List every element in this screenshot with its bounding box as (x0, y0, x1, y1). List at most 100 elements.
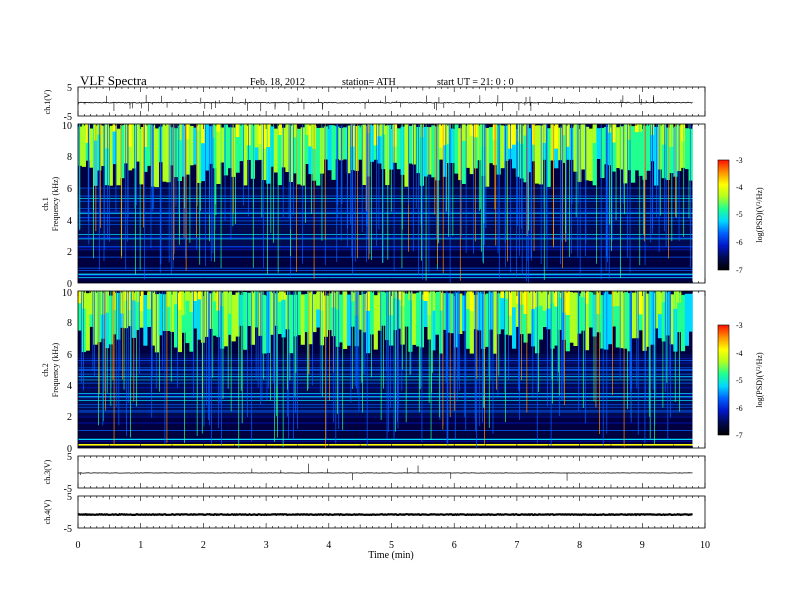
spectrogram-cell (665, 127, 670, 180)
spectrogram-cell (343, 127, 348, 160)
spectrogram-cell (561, 294, 567, 340)
spectrogram-cell (223, 291, 229, 347)
spectrogram-cell (462, 124, 467, 141)
spectrogram-cell (442, 126, 447, 177)
spectrogram-cell (262, 294, 267, 354)
ch1-colorbar-label: log(PSD)(V²/Hz) (755, 187, 764, 243)
spectrogram-cell (623, 292, 628, 349)
spectrogram-cell (669, 294, 674, 345)
spectrogram-cell (500, 291, 505, 299)
time-tick-label: 3 (264, 540, 269, 551)
spectrogram-cell (469, 124, 474, 136)
spectrogram-cell (531, 124, 536, 145)
spectrogram-cell (504, 291, 509, 299)
spectrogram-cell (293, 128, 298, 174)
ch1-voltage-trace (77, 94, 693, 112)
time-tick-label: 5 (389, 540, 394, 551)
spectrogram-cell (392, 291, 398, 299)
spectrogram-cell (177, 295, 182, 353)
spectrogram-cell (423, 291, 428, 301)
spectrogram-cell (300, 127, 305, 186)
spectrogram-cell (611, 293, 616, 327)
ch1-freq-tick-0: 0 (67, 279, 72, 290)
spectrogram-cell (162, 125, 167, 182)
spectrogram-cell (688, 293, 693, 332)
spectrogram-cell (554, 291, 559, 307)
spectrogram-cell (235, 128, 240, 173)
ch2-freq-tick-6: 6 (67, 350, 72, 361)
spectrogram-cell (523, 124, 528, 136)
ch2-colorbar-tick-m6: -6 (736, 404, 743, 413)
ch3-ytick-bottom: -5 (64, 484, 72, 495)
spectrogram-cell (308, 292, 313, 345)
spectrogram-cell (243, 124, 248, 146)
spectrogram-cell (661, 126, 666, 179)
ch2-colorbar-tick-m7: -7 (736, 431, 743, 440)
spectrogram-cell (189, 125, 194, 166)
ch1-spectrogram-xticks (77, 124, 706, 283)
spectrogram-cell (515, 295, 520, 327)
spectrogram-cell (243, 126, 248, 186)
spectrogram-cell (362, 124, 367, 185)
spectrogram-cell (346, 294, 351, 346)
spectrogram-cell (512, 291, 517, 308)
spectrogram-cell (250, 124, 255, 179)
spectrogram-cell (654, 294, 659, 329)
spectrogram-cell (396, 291, 401, 300)
ch1-voltage-panel: 5 -5 ch.1(V) (43, 83, 706, 123)
spectrogram-cell (177, 125, 182, 181)
spectrogram-cell (469, 295, 474, 354)
ch1-colorbar-tick-m7: -7 (736, 266, 743, 275)
spectrogram-cell (116, 128, 121, 186)
ch1-spectrogram-ylabel: Frequency (kHz) (51, 176, 60, 231)
header-start-ut: start UT = 21: 0 : 0 (437, 77, 514, 88)
spectrogram-cell (93, 127, 98, 186)
spectrogram-cell (634, 127, 640, 171)
spectrogram-cell (565, 124, 570, 147)
spectrogram-cell (254, 124, 259, 148)
spectrogram-cell (239, 124, 244, 162)
time-tick-label: 7 (514, 540, 519, 551)
spectrogram-cell (208, 293, 213, 329)
spectrogram-cell (270, 126, 275, 167)
ch2-freq-tick-0: 0 (67, 444, 72, 455)
spectrogram-cell (281, 291, 286, 300)
spectrogram-cell (611, 291, 616, 307)
spectrogram-cell (596, 128, 601, 159)
spectrogram-cell (266, 124, 271, 147)
spectrogram-cell (212, 293, 217, 336)
spectrogram-cell (243, 292, 248, 350)
spectrogram-cell (465, 291, 471, 309)
spectrogram-cell (600, 127, 605, 178)
spectrogram-cell (569, 292, 574, 343)
spectrogram-cell (654, 291, 659, 308)
spectrogram-cell (200, 124, 206, 182)
spectrogram-cell (404, 124, 409, 138)
spectrogram-cell (89, 291, 94, 315)
ch1-voltage-ylabel: ch.1(V) (43, 89, 52, 114)
spectrogram-cell (124, 124, 129, 164)
spectrogram-cell (377, 124, 382, 137)
spectrogram-cell (197, 293, 202, 340)
spectrogram-cell (154, 294, 159, 353)
spectrogram-cell (527, 128, 532, 173)
spectrogram-cell (546, 294, 551, 330)
spectrogram-cell (112, 126, 117, 165)
spectrogram-cell (627, 124, 632, 140)
spectrogram-cell (358, 294, 363, 330)
spectrogram-cell (127, 124, 133, 147)
spectrogram-cell (427, 293, 432, 340)
spectrogram-cell (135, 124, 140, 143)
spectrogram-cell (277, 124, 282, 186)
spectrogram-cell (300, 294, 305, 345)
ch3-ytick-top: 5 (67, 452, 72, 463)
spectrogram-cell (139, 127, 144, 185)
spectrogram-cell (170, 127, 175, 166)
voltage-line (77, 512, 693, 517)
spectrogram-cell (389, 291, 394, 346)
time-tick-label: 9 (640, 540, 645, 551)
spectrogram-cell (362, 293, 367, 333)
spectrogram-cell (623, 124, 628, 148)
spectrogram-cell (189, 292, 194, 352)
spectrogram-cell (485, 128, 490, 187)
